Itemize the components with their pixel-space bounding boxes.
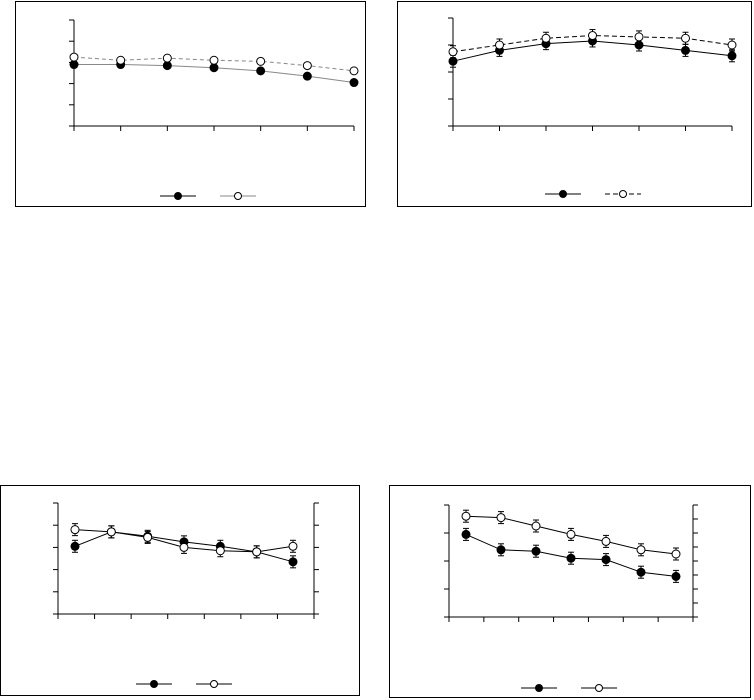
chart-4-series-2-point [531, 521, 541, 531]
chart-2-series-2-point [495, 40, 504, 50]
chart-2-series-2-point [541, 33, 551, 43]
chart-2-series-2-point [448, 47, 458, 57]
chart-3-series-2-point [252, 547, 262, 557]
chart-3-series-2-point [70, 525, 80, 535]
chart-2-series-1-point [681, 45, 690, 55]
chart-panel-3 [0, 485, 360, 696]
chart-1-series-1-point [302, 71, 312, 81]
chart-2-series-1-point [448, 56, 458, 66]
chart-4-series-1-point [566, 553, 576, 563]
chart-1-series-2-point [162, 53, 172, 63]
chart-4-series-2-point [461, 511, 471, 521]
chart-4-series-2-point [601, 536, 611, 546]
chart-1-series-2-point [349, 66, 359, 76]
chart-4-series-2-point [636, 545, 646, 555]
chart-4-series-1-point [461, 529, 471, 539]
chart-3-series-2-point [215, 546, 225, 556]
chart-panel-2 [397, 1, 752, 207]
chart-4-legend-marker-1 [535, 684, 543, 692]
chart-4-series-2-point [566, 529, 576, 539]
chart-1-series-2-point [256, 56, 266, 66]
chart-3-legend-marker-2 [210, 680, 218, 688]
chart-4-series-1-point [496, 545, 506, 555]
chart-2-legend-marker-1 [559, 190, 567, 198]
chart-1-legend-marker-2 [234, 192, 242, 200]
chart-3-series-2-point [288, 541, 298, 551]
chart-1-series-1-point [349, 78, 359, 88]
chart-2-series-2-point [634, 32, 644, 42]
chart-3-legend-marker-1 [150, 680, 158, 688]
chart-1-legend-marker-1 [174, 192, 182, 200]
chart-1-series-1-point [209, 63, 219, 73]
chart-4-series-2-point [671, 549, 681, 559]
chart-1-series-1-point [69, 60, 79, 70]
chart-1-series-2-point [116, 55, 126, 65]
chart-3-series-1-point [70, 541, 80, 551]
chart-4-series-1-point [601, 555, 611, 565]
chart-3-series-2-point [143, 532, 153, 542]
chart-1-series-2-point [209, 55, 219, 65]
chart-2-series-2-point [588, 31, 597, 41]
chart-2-series-2-point [727, 40, 737, 50]
chart-3-series-2-point [179, 542, 189, 552]
chart-2-legend-marker-2 [619, 190, 627, 198]
chart-1-series-1-point [256, 66, 266, 76]
chart-2-series-2-point [681, 33, 690, 43]
chart-1-series-2-point [302, 61, 312, 71]
chart-3-series-1-point [288, 557, 298, 567]
chart-4-legend-marker-2 [595, 684, 603, 692]
chart-4-series-1-point [671, 571, 681, 581]
chart-4-series-1-point [636, 567, 646, 577]
chart-4-series-2-point [496, 513, 506, 523]
chart-1-series-2-point [69, 52, 79, 62]
chart-2-series-1-point [727, 51, 737, 61]
chart-1-series-1-point [162, 61, 172, 71]
chart-4-series-1-point [531, 546, 541, 556]
chart-3-series-2-point [106, 527, 116, 537]
